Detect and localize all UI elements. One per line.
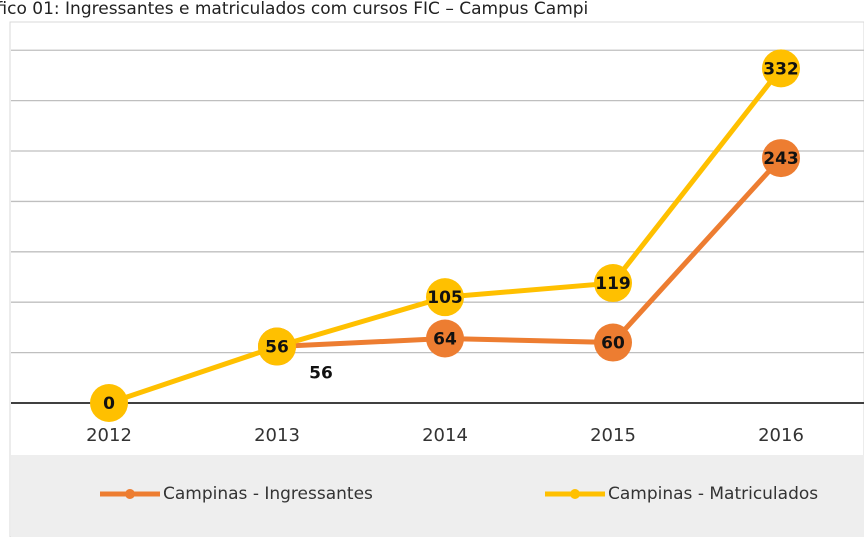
data-marker	[426, 278, 464, 317]
data-label: 105	[427, 288, 463, 308]
data-marker	[594, 323, 632, 362]
legend-label: Campinas - Matriculados	[608, 484, 818, 504]
series-line	[276, 156, 783, 350]
data-marker	[762, 49, 800, 88]
legend-label: Campinas - Ingressantes	[163, 484, 373, 504]
x-tick-label: 2014	[422, 425, 468, 446]
x-tick-label: 2013	[254, 425, 300, 446]
data-label: 64	[433, 329, 457, 349]
data-marker	[594, 264, 632, 303]
chart-title: áfico 01: Ingressantes e matriculados co…	[0, 0, 588, 19]
data-marker	[258, 327, 296, 366]
data-label: 0	[103, 394, 115, 414]
data-label: 60	[601, 334, 625, 354]
data-label: 119	[595, 274, 631, 294]
x-tick-label: 2015	[590, 425, 636, 446]
data-marker	[426, 319, 464, 358]
data-marker	[762, 139, 800, 178]
data-label: 243	[763, 149, 799, 169]
x-tick-label: 2012	[86, 425, 132, 446]
data-label: 56	[309, 364, 333, 384]
legend-swatch-marker	[125, 489, 135, 499]
x-tick-label: 2016	[758, 425, 804, 446]
data-label: 332	[763, 59, 799, 79]
data-marker	[90, 384, 128, 422]
data-label: 56	[265, 338, 289, 358]
chart-area	[9, 21, 864, 537]
legend-swatch-marker	[570, 489, 580, 499]
